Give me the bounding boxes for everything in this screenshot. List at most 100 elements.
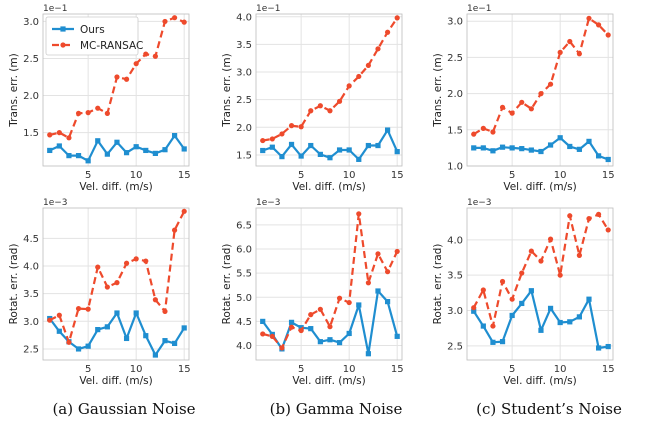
point-mc-ransac — [298, 327, 304, 334]
x-tick-label: 10 — [130, 364, 143, 375]
y-tick-label: 2.5 — [447, 341, 463, 352]
point-ours — [95, 138, 101, 144]
point-mc-ransac — [56, 312, 62, 318]
point-mc-ransac — [327, 108, 333, 114]
point-mc-ransac — [557, 272, 563, 278]
y-tick-label: 2.5 — [23, 54, 39, 65]
point-ours — [181, 146, 187, 152]
point-mc-ransac — [133, 61, 139, 67]
y-axis-label: Rotat. err. (rad) — [221, 244, 233, 325]
point-mc-ransac — [490, 129, 496, 135]
point-ours — [47, 147, 53, 154]
point-mc-ransac — [279, 345, 285, 351]
point-ours — [394, 333, 400, 339]
point-mc-ransac — [586, 15, 592, 21]
point-mc-ransac — [260, 331, 266, 337]
point-mc-ransac — [114, 74, 120, 80]
point-mc-ransac — [143, 258, 149, 264]
point-ours — [586, 296, 592, 302]
point-ours — [152, 352, 158, 358]
point-mc-ransac — [490, 323, 496, 329]
point-ours — [375, 288, 381, 294]
point-mc-ransac — [75, 110, 82, 116]
point-ours — [114, 310, 120, 316]
point-ours — [490, 148, 496, 154]
point-mc-ransac — [269, 136, 275, 142]
point-mc-ransac — [576, 51, 582, 57]
point-ours — [152, 150, 158, 156]
x-tick-label: 15 — [178, 170, 191, 181]
point-ours — [557, 319, 563, 326]
point-mc-ransac — [162, 308, 168, 314]
point-mc-ransac — [114, 280, 120, 286]
x-axis-label: Vel. diff. (m/s) — [79, 375, 152, 387]
point-ours — [567, 319, 573, 325]
y-tick-label: 2.5 — [236, 95, 252, 106]
x-tick-label: 5 — [85, 170, 91, 181]
point-ours — [104, 324, 110, 330]
x-axis-label: Vel. diff. (m/s) — [503, 181, 576, 193]
point-mc-ransac — [567, 213, 573, 219]
plot-frame — [466, 13, 614, 167]
point-ours — [66, 153, 72, 159]
scale-label: 1e−1 — [43, 4, 68, 14]
point-mc-ransac — [75, 305, 82, 312]
point-ours — [528, 147, 534, 153]
point-mc-ransac — [595, 211, 602, 217]
point-mc-ransac — [509, 296, 515, 302]
point-ours — [104, 151, 110, 157]
point-mc-ransac — [152, 53, 158, 59]
legend-marker-mc-ransac — [60, 42, 66, 48]
point-ours — [269, 144, 275, 150]
legend-label-ours: Ours — [80, 24, 105, 36]
point-ours — [317, 339, 323, 345]
y-tick-label: 2.0 — [23, 91, 39, 102]
y-tick-label: 6.0 — [236, 245, 252, 256]
x-tick-label: 5 — [509, 170, 515, 181]
point-ours — [528, 288, 534, 294]
chart-students-rot: 2.5 3.0 3.5 4.0 5 10 15 1e−3 Vel. diff. (m/s) Rot… — [432, 198, 615, 387]
y-tick-label: 2.5 — [23, 344, 39, 355]
point-mc-ransac — [346, 299, 352, 306]
point-mc-ransac — [133, 256, 139, 262]
y-tick-label: 5.5 — [236, 269, 252, 280]
point-mc-ransac — [123, 76, 130, 82]
point-mc-ransac — [317, 103, 323, 109]
point-mc-ransac — [356, 73, 362, 80]
caption-gamma-noise: (b) Gamma Noise — [269, 400, 403, 418]
x-tick-label: 5 — [85, 364, 91, 375]
point-ours — [471, 308, 477, 314]
point-ours — [375, 142, 381, 149]
point-mc-ransac — [595, 22, 602, 28]
y-tick-label: 3.5 — [236, 40, 252, 51]
legend: Ours MC-RANSAC — [45, 16, 143, 56]
point-ours — [547, 142, 554, 148]
point-mc-ransac — [260, 137, 266, 144]
point-ours — [576, 146, 582, 152]
caption-gaussian-noise: (a) Gaussian Noise — [52, 400, 196, 418]
point-mc-ransac — [269, 333, 275, 339]
point-mc-ransac — [356, 211, 362, 217]
point-mc-ransac — [288, 324, 295, 330]
point-mc-ransac — [480, 287, 486, 293]
point-ours — [356, 156, 362, 162]
point-ours — [171, 340, 178, 347]
point-mc-ransac — [152, 297, 158, 303]
point-ours — [95, 327, 101, 333]
point-ours — [288, 141, 295, 148]
y-tick-label: 1.0 — [447, 162, 463, 173]
point-mc-ransac — [519, 270, 525, 276]
point-ours — [605, 343, 611, 350]
point-ours — [586, 138, 592, 144]
chart-gamma-rot: 4.0 4.5 5.0 5.5 6.0 6.5 5 10 15 1e−3 Vel. diff. (m… — [221, 198, 404, 387]
y-tick-label: 2.0 — [447, 89, 463, 100]
scale-label: 1e−1 — [256, 4, 281, 14]
y-tick-label: 4.0 — [23, 262, 39, 273]
x-tick-label: 15 — [391, 364, 404, 375]
point-ours — [298, 325, 304, 331]
y-axis-label: Rotat. err. (rad) — [432, 244, 444, 325]
plot-frame — [42, 13, 190, 167]
point-mc-ransac — [384, 269, 391, 275]
point-mc-ransac — [317, 306, 323, 312]
y-tick-label: 3.0 — [447, 17, 463, 28]
